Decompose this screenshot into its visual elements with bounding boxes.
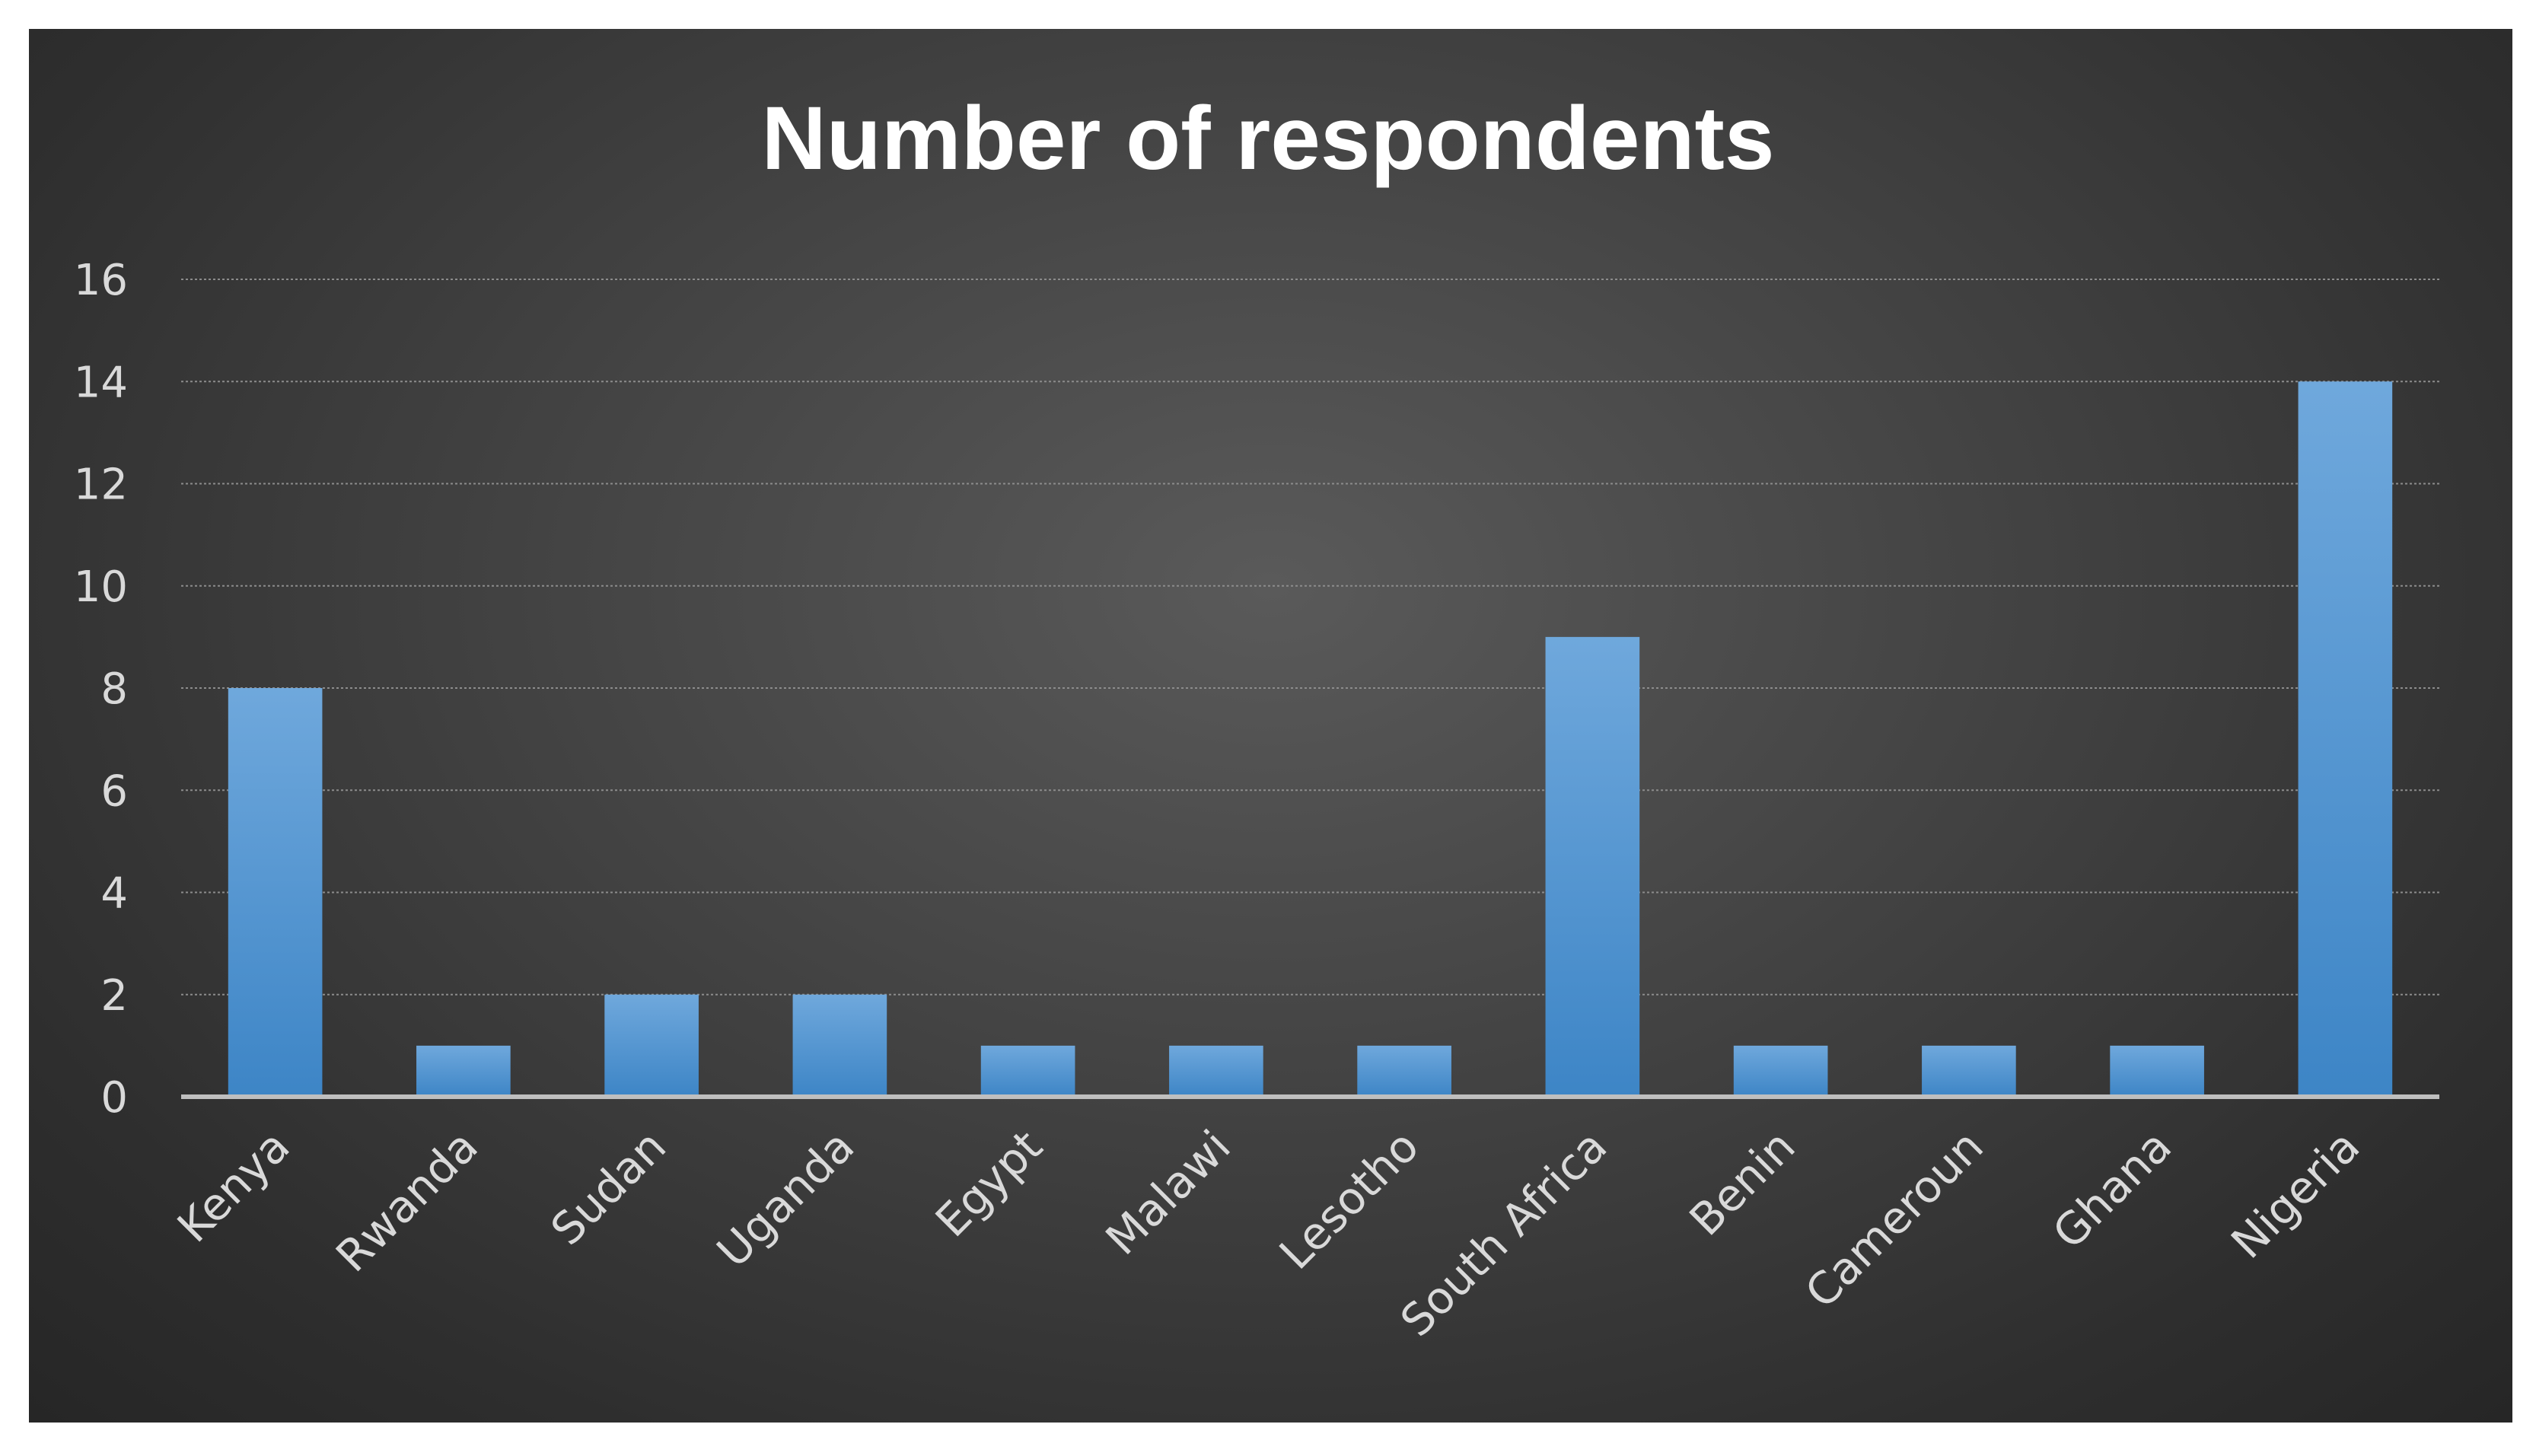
x-category-label: Uganda bbox=[707, 1120, 864, 1277]
bar bbox=[604, 994, 699, 1097]
y-axis-ticks: 0 2 4 6 8 10 12 14 16 bbox=[74, 256, 128, 1123]
bar bbox=[228, 688, 323, 1097]
y-tick-label: 6 bbox=[100, 766, 128, 816]
bars bbox=[228, 381, 2393, 1097]
chart-background bbox=[29, 29, 2512, 1423]
x-axis-labels: Kenya Rwanda Sudan Uganda Egypt Malawi Lesotho… bbox=[167, 1120, 2369, 1346]
x-category-label: Cameroun bbox=[1795, 1120, 1993, 1318]
x-category-label: Nigeria bbox=[2221, 1120, 2369, 1269]
bar bbox=[416, 1045, 511, 1097]
x-category-label: Sudan bbox=[541, 1120, 676, 1255]
y-tick-label: 14 bbox=[74, 358, 128, 407]
x-category-label: Malawi bbox=[1096, 1120, 1241, 1265]
chart-title: Number of respondents bbox=[762, 88, 1775, 189]
bar bbox=[1357, 1045, 1451, 1097]
bar bbox=[1922, 1045, 2016, 1097]
bar bbox=[1545, 636, 1640, 1097]
y-tick-label: 4 bbox=[100, 869, 128, 919]
y-tick-label: 10 bbox=[74, 562, 128, 612]
x-category-label: Egypt bbox=[926, 1120, 1052, 1247]
gridlines bbox=[181, 279, 2439, 996]
x-category-label: Lesotho bbox=[1270, 1120, 1429, 1279]
y-tick-label: 0 bbox=[100, 1073, 128, 1123]
y-tick-label: 8 bbox=[100, 664, 128, 714]
x-category-label: Benin bbox=[1680, 1120, 1805, 1246]
bar bbox=[980, 1045, 1075, 1097]
bar bbox=[2110, 1045, 2204, 1097]
bar bbox=[1733, 1045, 1828, 1097]
y-tick-label: 12 bbox=[74, 460, 128, 510]
bar bbox=[2298, 381, 2393, 1097]
bar bbox=[792, 994, 887, 1097]
x-category-label: Kenya bbox=[167, 1120, 300, 1253]
x-category-label: Ghana bbox=[2043, 1120, 2181, 1259]
x-category-label: Rwanda bbox=[326, 1120, 487, 1282]
y-tick-label: 2 bbox=[100, 971, 128, 1021]
bar bbox=[1169, 1045, 1263, 1097]
y-tick-label: 16 bbox=[74, 256, 128, 305]
